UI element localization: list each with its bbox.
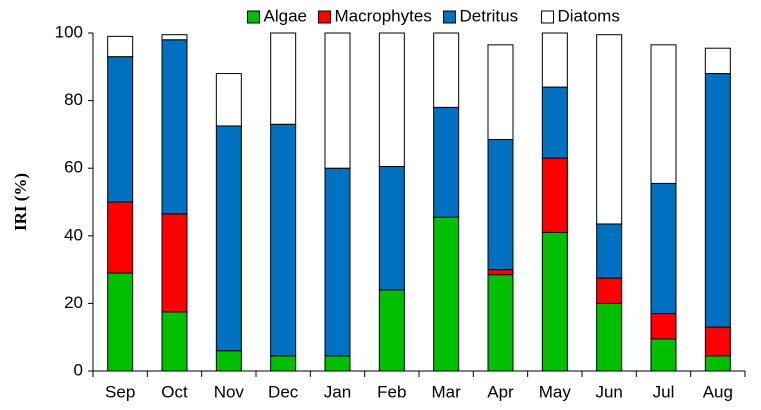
x-tick-label: Sep — [105, 382, 135, 401]
bar-segment — [161, 213, 188, 313]
bar-segment — [324, 32, 351, 169]
bar-segment — [541, 86, 568, 159]
bar-segment — [541, 231, 568, 372]
legend-label: Algae — [264, 6, 307, 25]
x-tick-label: Jun — [595, 382, 622, 401]
bar-segment — [270, 355, 297, 372]
legend-label: Detritus — [460, 6, 519, 25]
bar-segment — [650, 44, 677, 184]
bar-segment — [107, 272, 134, 372]
x-tick-label: Mar — [432, 382, 462, 401]
bar-segment — [107, 35, 134, 58]
legend-swatch — [318, 10, 331, 24]
bar-segment — [704, 326, 731, 357]
bar-segment — [161, 311, 188, 372]
bar-segment — [270, 123, 297, 357]
bar-segment — [215, 73, 242, 127]
bar-segment — [324, 355, 351, 372]
x-tick-label: Oct — [161, 382, 188, 401]
bar-segment — [161, 39, 188, 215]
bar-segment — [650, 182, 677, 315]
x-tick-label: Feb — [377, 382, 406, 401]
y-tick-label: 40 — [64, 225, 83, 244]
bar-segment — [378, 289, 405, 372]
bar-segment — [433, 106, 460, 218]
bar-segment — [161, 34, 188, 41]
bar-segment — [596, 277, 623, 304]
bar-segment — [487, 274, 514, 372]
bar-segment — [215, 350, 242, 372]
bar-segment — [378, 166, 405, 291]
bar-segment — [650, 313, 677, 340]
y-axis-label: IRI (%) — [11, 173, 30, 231]
bar-segment — [704, 47, 731, 75]
bar-segment — [704, 355, 731, 372]
bar-segment — [107, 201, 134, 274]
bar-segment — [596, 302, 623, 372]
bar-segment — [541, 157, 568, 233]
bar-segment — [433, 32, 460, 108]
x-tick-label: Aug — [703, 382, 733, 401]
bar-segment — [487, 44, 514, 140]
y-tick-label: 20 — [64, 293, 83, 312]
x-tick-label: May — [539, 382, 572, 401]
x-tick-label: Apr — [487, 382, 514, 401]
legend-swatch — [247, 10, 260, 24]
x-tick-label: Jul — [653, 382, 675, 401]
bar-segment — [650, 338, 677, 372]
bar-segment — [487, 269, 514, 276]
bar-segment — [270, 32, 297, 125]
legend-label: Diatoms — [558, 6, 620, 25]
legend-swatch — [443, 10, 456, 24]
y-tick-label: 100 — [55, 22, 83, 41]
bar-segment — [433, 216, 460, 372]
bar-segment — [107, 56, 134, 203]
x-tick-label: Nov — [214, 382, 245, 401]
legend-label: Macrophytes — [335, 6, 432, 25]
y-tick-label: 60 — [64, 158, 83, 177]
bar-segment — [541, 32, 568, 88]
y-tick-label: 0 — [74, 360, 83, 379]
bar-segment — [596, 223, 623, 279]
legend-swatch — [541, 10, 554, 24]
bar-segment — [487, 138, 514, 271]
bar-segment — [704, 73, 731, 328]
bar-segment — [324, 167, 351, 357]
bar-segment — [215, 125, 242, 352]
bar-segment — [596, 34, 623, 225]
bar-segment — [378, 32, 405, 168]
x-tick-label: Jan — [324, 382, 351, 401]
x-tick-label: Dec — [268, 382, 299, 401]
y-tick-label: 80 — [64, 90, 83, 109]
